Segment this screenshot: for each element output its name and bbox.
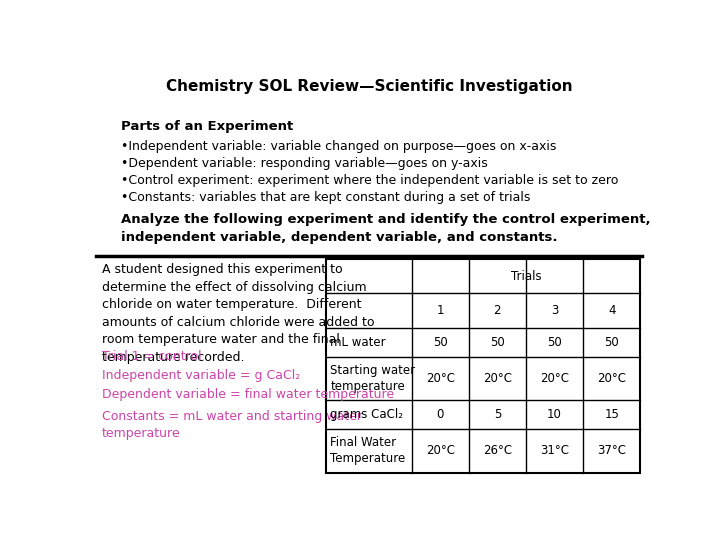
Text: 26°C: 26°C: [483, 444, 512, 457]
Text: 50: 50: [490, 336, 505, 349]
Text: 20°C: 20°C: [426, 372, 455, 385]
Text: 37°C: 37°C: [597, 444, 626, 457]
Text: Starting water
temperature: Starting water temperature: [330, 364, 415, 393]
Text: 1: 1: [436, 305, 444, 318]
Text: 20°C: 20°C: [597, 372, 626, 385]
Text: 20°C: 20°C: [540, 372, 569, 385]
Text: •Control experiment: experiment where the independent variable is set to zero: •Control experiment: experiment where th…: [121, 174, 618, 187]
Text: 3: 3: [551, 305, 558, 318]
Text: 50: 50: [433, 336, 448, 349]
Text: 2: 2: [494, 305, 501, 318]
Text: 15: 15: [604, 408, 619, 421]
Bar: [326, 259, 640, 473]
Text: mL water: mL water: [330, 336, 386, 349]
Text: 4: 4: [608, 305, 616, 318]
Text: 5: 5: [494, 408, 501, 421]
Text: Chemistry SOL Review—Scientific Investigation: Chemistry SOL Review—Scientific Investig…: [166, 79, 572, 93]
Text: Parts of an Experiment: Parts of an Experiment: [121, 120, 293, 133]
Text: Final Water
Temperature: Final Water Temperature: [330, 436, 405, 465]
Text: 10: 10: [547, 408, 562, 421]
Text: Trial 1 = control: Trial 1 = control: [102, 350, 202, 363]
Text: Independent variable = g CaCl₂: Independent variable = g CaCl₂: [102, 369, 300, 382]
Text: 0: 0: [436, 408, 444, 421]
Text: 50: 50: [604, 336, 619, 349]
Text: Analyze the following experiment and identify the control experiment,
independen: Analyze the following experiment and ide…: [121, 213, 651, 244]
Text: •Dependent variable: responding variable—goes on y-axis: •Dependent variable: responding variable…: [121, 157, 487, 170]
Text: Trials: Trials: [510, 269, 541, 282]
Text: A student designed this experiment to
determine the effect of dissolving calcium: A student designed this experiment to de…: [102, 264, 374, 364]
Text: 50: 50: [547, 336, 562, 349]
Text: 31°C: 31°C: [540, 444, 569, 457]
Text: 20°C: 20°C: [426, 444, 455, 457]
Text: •Independent variable: variable changed on purpose—goes on x-axis: •Independent variable: variable changed …: [121, 140, 557, 153]
Text: grams CaCl₂: grams CaCl₂: [330, 408, 403, 421]
Text: 20°C: 20°C: [483, 372, 512, 385]
Text: Dependent variable = final water temperature: Dependent variable = final water tempera…: [102, 388, 394, 401]
Text: •Constants: variables that are kept constant during a set of trials: •Constants: variables that are kept cons…: [121, 191, 531, 204]
Text: Constants = mL water and starting water
temperature: Constants = mL water and starting water …: [102, 410, 361, 440]
